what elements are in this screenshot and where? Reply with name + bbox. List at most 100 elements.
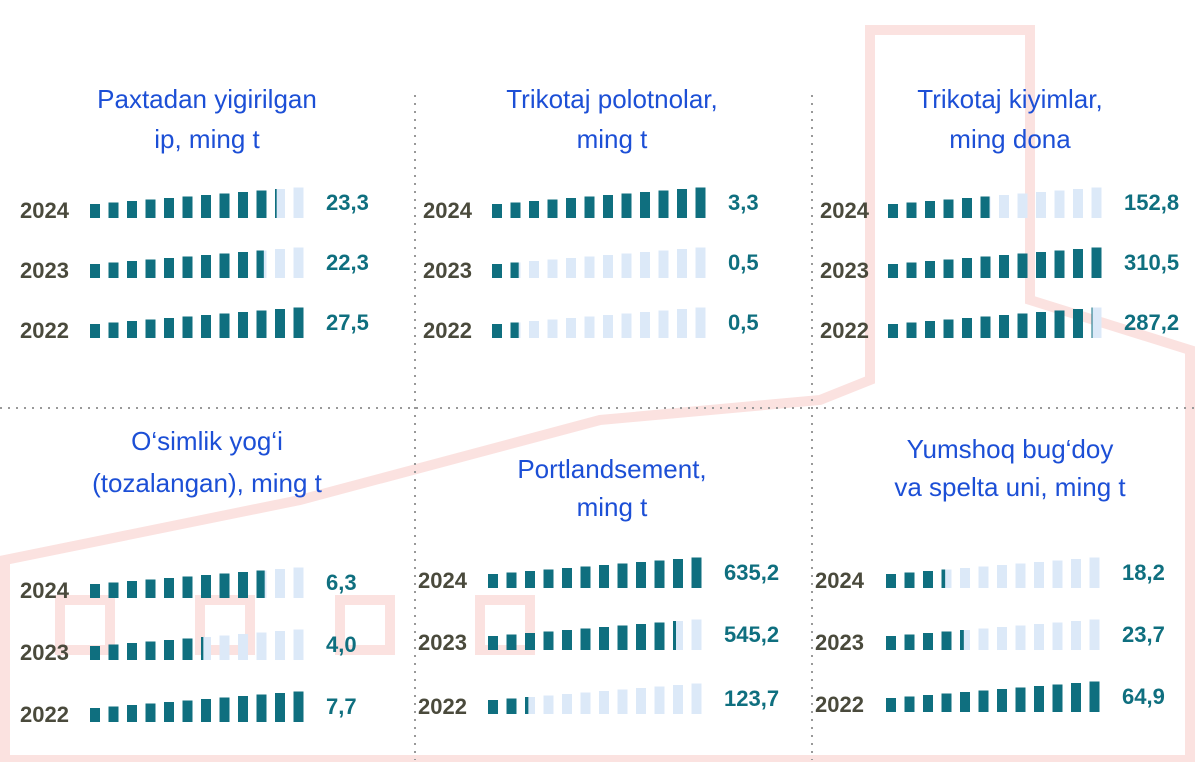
segment-filled [999,315,1009,338]
segment-filled [488,700,498,714]
segment-empty [673,621,683,650]
segment-filled [525,633,535,650]
segment-filled [238,696,248,722]
segment-empty [275,631,285,660]
year-label: 2022 [423,318,472,343]
panel-title: Paxtadan yigirilgan [97,84,317,114]
value-label: 7,7 [326,694,357,719]
segment-filled [599,565,609,588]
segment-empty [580,692,591,714]
segment-empty [636,688,646,714]
segment-filled [962,198,972,218]
segment-filled [256,570,265,598]
value-label: 545,2 [724,622,779,647]
segment-empty [677,249,687,278]
segment-empty [275,569,285,598]
segment-filled [145,199,156,218]
segment-filled [182,700,193,722]
segment-filled [127,321,137,338]
segment-filled [182,256,193,278]
pictogram-bar [888,247,1102,278]
segment-filled [904,572,915,588]
segment-empty [599,691,609,714]
segment-filled [1036,252,1046,278]
segment-empty [201,637,211,660]
segment-empty [1089,557,1100,588]
segment-filled [164,702,174,722]
pictogram-bar [492,187,706,218]
value-label: 310,5 [1124,250,1179,275]
segment-empty [677,309,687,338]
segment-filled [888,204,898,218]
segment-filled [525,571,535,588]
pictogram-bar [90,629,304,660]
segment-filled [293,307,304,338]
segment-filled [201,255,211,278]
segment-empty [238,634,248,660]
segment-filled [999,255,1009,278]
segment-empty [547,259,558,278]
segment-empty [1034,562,1044,588]
segment-filled [1071,683,1081,712]
segment-empty [978,566,989,588]
value-label: 152,8 [1124,190,1179,215]
year-label: 2023 [820,258,869,283]
segment-filled [943,199,954,218]
value-label: 287,2 [1124,310,1179,335]
segment-filled [164,640,174,660]
segment-empty [640,312,650,338]
segment-filled [510,262,519,278]
segment-filled [238,192,248,218]
segment-filled [108,644,119,660]
segment-empty [997,627,1007,650]
segment-empty [566,318,576,338]
segment-filled [127,261,137,278]
segment-empty [658,310,669,338]
year-label: 2022 [815,692,864,717]
segment-empty [1015,563,1026,588]
segment-filled [547,199,558,218]
segment-empty [1089,619,1100,650]
pictogram-bar [488,557,702,588]
segment-filled [127,581,137,598]
segment-empty [997,565,1007,588]
segment-filled [90,584,100,598]
segment-filled [923,695,933,712]
segment-filled [108,582,119,598]
segment-empty [617,689,628,714]
panel-title: (tozalangan), ming t [92,468,323,498]
segment-filled [145,703,156,722]
segment-filled [636,562,646,588]
year-label: 2023 [423,258,472,283]
segment-filled [256,190,267,218]
segment-filled [201,195,211,218]
segment-filled [256,694,267,722]
segment-filled [997,689,1007,712]
pictogram-bar [492,307,706,338]
segment-empty [621,313,632,338]
segment-filled [978,690,989,712]
segment-filled [182,638,193,660]
value-label: 3,3 [728,190,759,215]
segment-filled [182,316,193,338]
segment-empty [562,694,572,714]
year-label: 2024 [423,198,473,223]
pictogram-bar [488,683,702,714]
segment-empty [673,685,683,714]
year-label: 2023 [20,258,69,283]
segment-empty [941,569,952,588]
segment-filled [506,572,517,588]
year-label: 2023 [20,640,69,665]
segment-filled [562,630,572,650]
year-label: 2022 [20,702,69,727]
segment-filled [603,195,613,218]
panel-title: O‘simlik yog‘i [131,426,283,456]
segment-filled [293,691,304,722]
segment-empty [1034,624,1044,650]
segment-empty [293,567,304,598]
segment-filled [238,312,248,338]
segment-filled [906,262,917,278]
segment-filled [943,319,954,338]
segment-filled [488,636,498,650]
